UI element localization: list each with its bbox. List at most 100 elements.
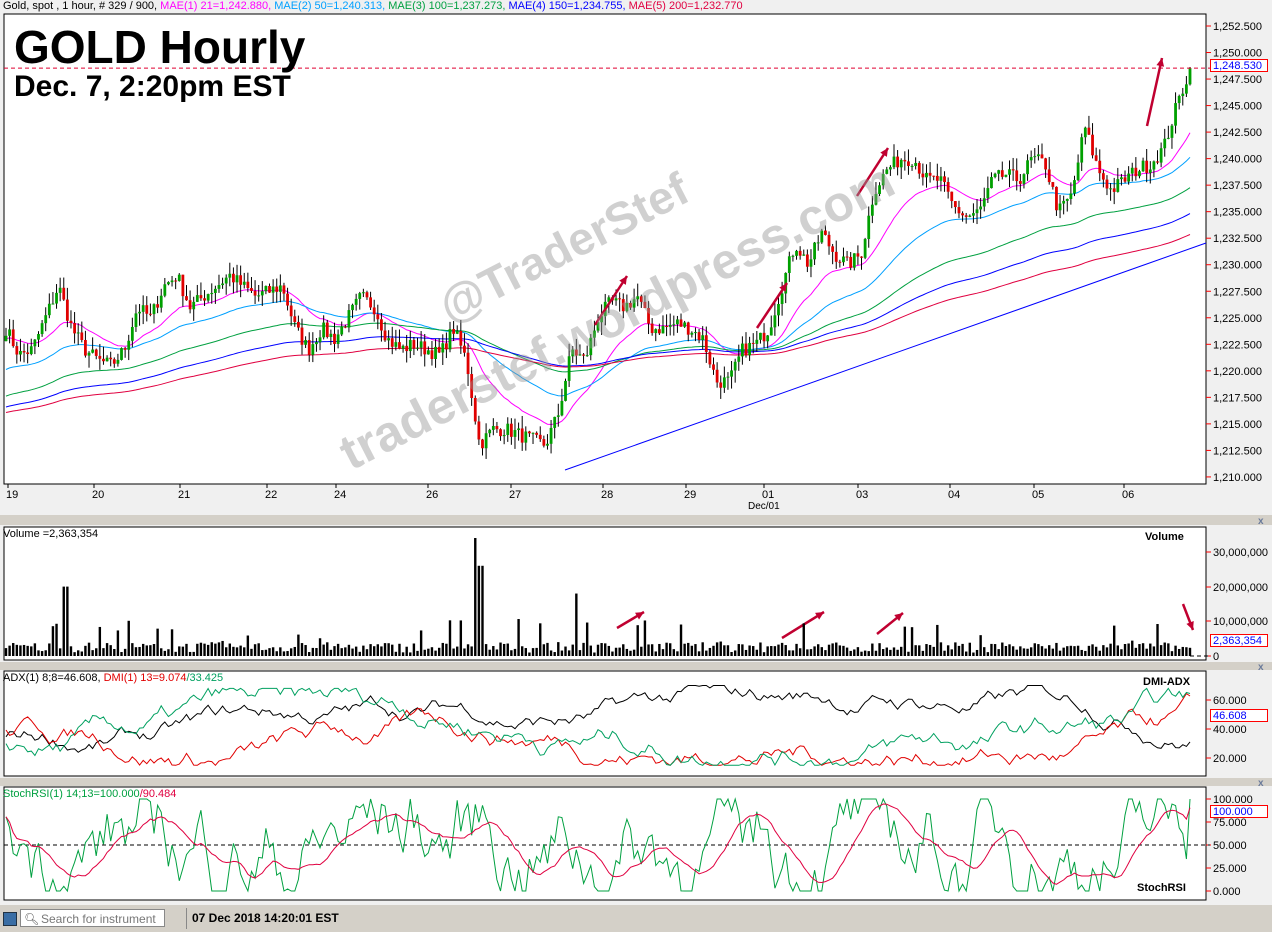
candle-body: [614, 298, 618, 301]
volume-bar: [456, 646, 459, 656]
candle-body: [773, 315, 777, 328]
volume-bar: [510, 650, 513, 656]
candle-body: [1004, 174, 1008, 177]
y-tick-label: 60.000: [1213, 695, 1247, 707]
y-tick-label: 1,237.500: [1213, 180, 1262, 192]
volume-bar: [715, 642, 719, 656]
instrument-search-input[interactable]: 🔍︎ Search for instrument: [20, 909, 165, 927]
candle-body: [943, 176, 946, 183]
y-tick-label: 1,245.000: [1213, 101, 1262, 113]
volume-bar: [477, 565, 481, 656]
status-bar: 🔍︎ Search for instrument 07 Dec 2018 14:2…: [0, 905, 1272, 932]
candle-body: [365, 292, 369, 298]
ma-line-100: [5, 187, 1191, 397]
candle-body: [863, 239, 867, 258]
volume-bar: [1011, 646, 1015, 656]
candle-body: [961, 213, 964, 216]
arrow-head-icon: [779, 283, 787, 292]
close-pane-icon[interactable]: x: [1258, 778, 1264, 789]
volume-bar: [853, 649, 856, 656]
volume-bar: [48, 643, 51, 656]
volume-bar: [470, 646, 473, 656]
adx-label: ADX(1) 8;8=46.608,: [3, 672, 104, 684]
volume-bar: [228, 643, 232, 656]
volume-bar: [1076, 645, 1080, 656]
volume-bar: [405, 646, 408, 656]
candle-body: [19, 350, 22, 355]
candle-body: [1062, 200, 1066, 204]
volume-bar: [1008, 644, 1011, 656]
candle-body: [509, 423, 513, 437]
candle-body: [448, 329, 452, 350]
last-price-tag: 1,248.530: [1210, 59, 1268, 72]
candle-body: [163, 284, 167, 296]
volume-bar: [694, 644, 697, 656]
candle-body: [777, 304, 780, 316]
volume-bar: [1062, 647, 1065, 656]
y-tick-label: 30,000,000: [1213, 547, 1268, 559]
close-pane-icon[interactable]: x: [1258, 516, 1264, 527]
pane-separator[interactable]: [0, 515, 1272, 525]
pane-3: [3, 786, 1207, 901]
volume-bar: [80, 651, 84, 656]
candle-body: [827, 234, 831, 247]
candle-body: [870, 204, 874, 216]
volume-bar: [701, 642, 704, 656]
volume-bar: [105, 643, 109, 656]
candle-body: [982, 198, 986, 207]
volume-bar: [474, 538, 477, 656]
candle-body: [972, 213, 975, 216]
volume-bar: [936, 624, 939, 656]
candle-body: [1123, 177, 1127, 182]
candle-body: [661, 325, 665, 334]
close-pane-icon[interactable]: x: [1258, 662, 1264, 673]
candle-body: [730, 370, 733, 377]
volume-bar: [445, 643, 448, 656]
candle-body: [1087, 127, 1091, 135]
pane-separator[interactable]: [0, 778, 1272, 786]
workspace-button[interactable]: [3, 912, 17, 926]
candle-body: [1083, 127, 1087, 138]
candle-body: [932, 175, 936, 177]
volume-bar: [611, 651, 614, 656]
candle-body: [354, 298, 358, 305]
candle-body: [408, 340, 412, 352]
candle-body: [369, 297, 372, 308]
volume-bar: [383, 643, 387, 656]
volume-bar: [748, 645, 751, 656]
candle-body: [748, 342, 752, 356]
candle-body: [704, 335, 708, 352]
candle-body: [935, 175, 939, 181]
volume-bar: [243, 647, 246, 656]
volume-bar: [679, 624, 683, 656]
volume-bar: [665, 642, 668, 656]
volume-bar: [726, 645, 730, 656]
candle-body: [1047, 169, 1051, 183]
volume-bar: [109, 645, 112, 656]
volume-bar: [1109, 643, 1112, 656]
volume-bar: [354, 646, 358, 656]
candle-body: [1076, 162, 1080, 181]
candle-body: [336, 334, 340, 344]
volume-bar: [658, 643, 661, 656]
y-tick-label: 20,000,000: [1213, 582, 1268, 594]
candle-body: [1120, 177, 1123, 180]
pane-separator[interactable]: [0, 662, 1272, 670]
volume-bar: [347, 644, 351, 656]
volume-bar: [412, 643, 416, 656]
candle-body: [1098, 160, 1102, 174]
volume-bar: [759, 642, 762, 656]
volume-bar: [780, 642, 784, 656]
volume-bar: [733, 650, 737, 656]
volume-bar: [152, 644, 156, 656]
volume-bar: [84, 645, 87, 656]
candle-body: [600, 316, 604, 323]
volume-bar: [1069, 645, 1073, 656]
volume-bar: [939, 642, 943, 656]
volume-bar: [842, 645, 845, 656]
volume-bar: [629, 650, 632, 656]
candle-body: [242, 281, 246, 285]
candle-body: [148, 313, 152, 315]
volume-bar: [719, 641, 722, 656]
volume-bar: [1033, 643, 1036, 656]
